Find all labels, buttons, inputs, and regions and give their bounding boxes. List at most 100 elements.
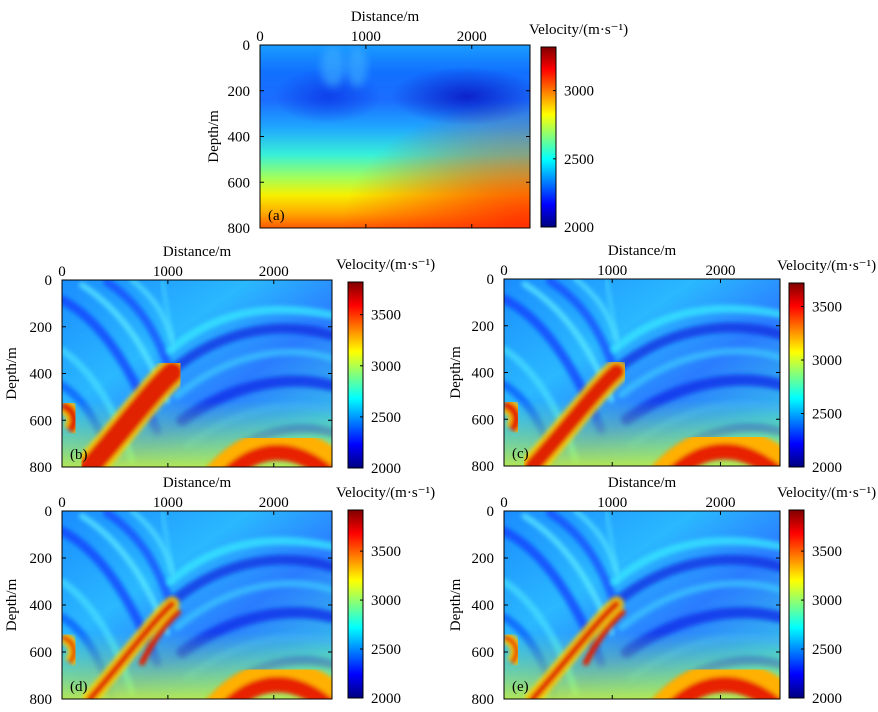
y-tick-label: 0 — [487, 504, 495, 520]
y-axis-label: Depth/m — [448, 346, 464, 399]
panel-label: (d) — [70, 679, 88, 695]
y-tick-label: 800 — [472, 692, 495, 708]
bottom-anticline — [652, 428, 780, 466]
panel-label: (c) — [512, 446, 529, 462]
colorbar-tick-label: 2000 — [812, 460, 842, 476]
y-tick-label: 600 — [472, 645, 495, 661]
y-tick-label: 0 — [243, 38, 251, 54]
x-axis-label: Distance/m — [163, 244, 232, 260]
y-axis-label: Depth/m — [4, 347, 20, 400]
panel-a: 0 1000 2000 0 200 400 600 800 Distance/m Depth/m (… — [206, 9, 628, 237]
y-tick-label: 400 — [472, 366, 495, 382]
bottom-anticline — [207, 660, 332, 699]
colorbar-label: Velocity/(m·s⁻¹) — [529, 22, 628, 38]
heatmap-field — [260, 45, 530, 228]
y-tick-label: 800 — [228, 221, 251, 237]
colorbar-tick-label: 2000 — [371, 691, 401, 707]
x-tick-label: 2000 — [259, 264, 289, 280]
left-lobe — [62, 631, 81, 667]
panel-label: (b) — [70, 447, 88, 463]
y-tick-label: 600 — [472, 412, 495, 428]
x-tick-label: 1000 — [597, 263, 627, 279]
left-lobe — [62, 397, 83, 436]
colorbar-tick-label: 3500 — [371, 308, 401, 324]
panel-label: (a) — [268, 208, 285, 224]
x-tick-label: 0 — [58, 264, 66, 280]
colorbar-label: Velocity/(m·s⁻¹) — [336, 257, 435, 273]
x-tick-label: 2000 — [705, 263, 735, 279]
colorbar — [347, 509, 364, 699]
x-tick-label: 1000 — [153, 495, 183, 511]
colorbar — [540, 46, 557, 228]
x-tick-label: 0 — [58, 495, 66, 511]
x-tick-label: 0 — [500, 263, 508, 279]
x-tick-label: 1000 — [351, 29, 381, 45]
high-velocity-wedge — [520, 359, 629, 466]
colorbar-tick-label: 2000 — [812, 691, 842, 707]
y-tick-label: 0 — [45, 504, 53, 520]
colorbar-tick-label: 3500 — [812, 300, 842, 316]
y-tick-label: 600 — [30, 413, 53, 429]
y-axis-label: Depth/m — [206, 110, 222, 163]
colorbar — [788, 509, 805, 699]
high-velocity-wedge — [82, 596, 181, 699]
x-tick-label: 1000 — [597, 495, 627, 511]
high-velocity-wedge — [75, 357, 187, 467]
colorbar-tick-label: 2500 — [812, 407, 842, 423]
x-tick-label: 2000 — [259, 495, 289, 511]
y-axis-label: Depth/m — [448, 578, 464, 631]
colorbar-tick-label: 3500 — [812, 544, 842, 560]
colorbar-label: Velocity/(m·s⁻¹) — [777, 485, 876, 501]
x-axis-label: Distance/m — [351, 9, 420, 25]
colorbar-label: Velocity/(m·s⁻¹) — [336, 485, 435, 501]
x-axis-label: Distance/m — [163, 475, 232, 491]
colorbar — [788, 282, 805, 468]
y-tick-label: 0 — [45, 273, 53, 289]
panel-label: (e) — [512, 679, 529, 695]
x-tick-label: 0 — [500, 495, 508, 511]
y-tick-label: 200 — [228, 84, 251, 100]
x-axis-label: Distance/m — [608, 243, 677, 259]
colorbar-label: Velocity/(m·s⁻¹) — [777, 258, 876, 274]
colorbar-tick-label: 3500 — [371, 544, 401, 560]
y-tick-label: 400 — [472, 598, 495, 614]
colorbar — [347, 281, 364, 469]
colorbar-tick-label: 2500 — [812, 642, 842, 658]
colorbar-tick-label: 2500 — [564, 152, 594, 168]
left-lobe — [504, 631, 523, 667]
heatmap-field — [62, 511, 332, 699]
y-tick-label: 800 — [30, 460, 53, 476]
colorbar-tick-label: 3000 — [812, 593, 842, 609]
y-tick-label: 200 — [30, 320, 53, 336]
y-tick-label: 800 — [30, 692, 53, 708]
x-tick-label: 2000 — [705, 495, 735, 511]
y-tick-label: 400 — [30, 598, 53, 614]
colorbar-tick-label: 2000 — [564, 220, 594, 236]
heatmap-field — [504, 511, 780, 699]
colorbar-tick-label: 3000 — [564, 84, 594, 100]
heatmap-field — [62, 280, 332, 467]
colorbar-tick-label: 3000 — [371, 593, 401, 609]
x-tick-label: 1000 — [153, 264, 183, 280]
panel-e: 0 1000 2000 0 200 400 600 800 Distance/m Depth/m (… — [448, 475, 876, 708]
y-tick-label: 200 — [30, 551, 53, 567]
y-tick-label: 600 — [30, 645, 53, 661]
bottom-anticline — [207, 429, 332, 467]
y-tick-label: 800 — [472, 459, 495, 475]
x-axis-label: Distance/m — [608, 475, 677, 491]
panel-d: 0 1000 2000 0 200 400 600 800 Distance/m Depth/m (… — [4, 475, 435, 708]
panel-b: 0 1000 2000 0 200 400 600 800 Distance/m Depth/m (… — [4, 244, 435, 477]
colorbar-tick-label: 2000 — [371, 461, 401, 477]
high-velocity-wedge — [525, 596, 626, 699]
y-axis-label: Depth/m — [4, 578, 20, 631]
colorbar-tick-label: 2500 — [371, 410, 401, 426]
x-tick-label: 2000 — [457, 29, 487, 45]
colorbar-tick-label: 2500 — [371, 642, 401, 658]
high-velocity-corner — [260, 45, 530, 228]
y-tick-label: 200 — [472, 551, 495, 567]
bottom-anticline — [652, 660, 780, 699]
colorbar-tick-label: 3000 — [812, 353, 842, 369]
left-lobe — [504, 396, 525, 435]
y-tick-label: 400 — [228, 130, 251, 146]
